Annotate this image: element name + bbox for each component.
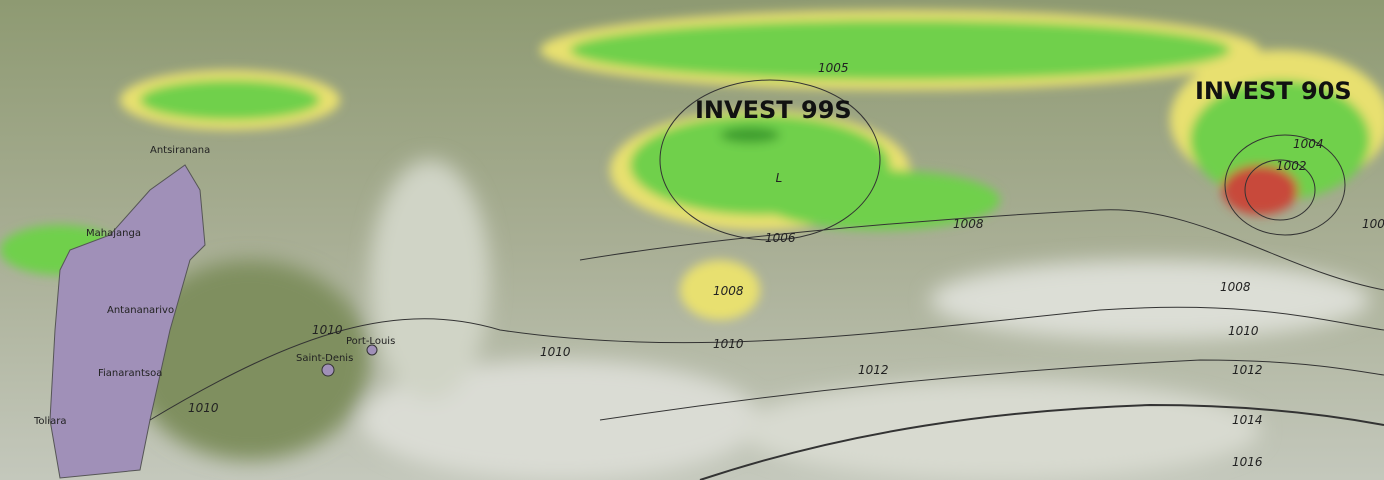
mauritius [366,344,378,356]
city-label: Fianarantsoa [98,368,162,379]
reunion [321,363,335,377]
city-label: Toliara [33,416,66,427]
isobar-label: 1016 [1232,455,1263,469]
storm-label: INVEST 90S [1195,77,1352,105]
cloud-fields [130,160,1370,480]
isobar-label: 1012 [858,363,889,377]
isobars [149,79,1384,480]
rain-bands [0,10,1384,320]
isobar-label: 1012 [1232,363,1263,377]
isobar-label: 1008 [953,217,984,231]
isobar-label: 1010 [1228,324,1259,338]
isobar-label: 1010 [540,345,571,359]
city-label: Mahajanga [86,228,141,239]
isobar-label: 1008 [1220,280,1251,294]
isobar-label: 1006 [1362,217,1384,231]
isobar-label: 1004 [1293,137,1324,151]
isobar-label: 1008 [713,284,744,298]
low-marker: L [776,171,783,185]
city-label: Port-Louis [346,336,395,347]
madagascar [49,164,206,479]
isobar-label: 1002 [1276,159,1307,173]
city-label: Antsiranana [150,145,210,156]
isobar-label: 1010 [188,401,219,415]
isobar-label: 1014 [1232,413,1263,427]
city-label: Saint-Denis [296,353,353,364]
city-label: Antananarivo [107,305,174,316]
isobar-label: 1010 [713,337,744,351]
isobar-label: 1010 [312,323,343,337]
isobar-label: 1005 [818,61,849,75]
city-labels: Antsiranana Mahajanga Antananarivo Fianaran… [33,145,395,427]
storm-label: INVEST 99S [695,96,852,124]
isobar-labels: 1005 1006 1008 1008 1010 1010 1010 1010 1010 1012… [188,61,1384,469]
isobar-label: 1006 [765,231,796,245]
